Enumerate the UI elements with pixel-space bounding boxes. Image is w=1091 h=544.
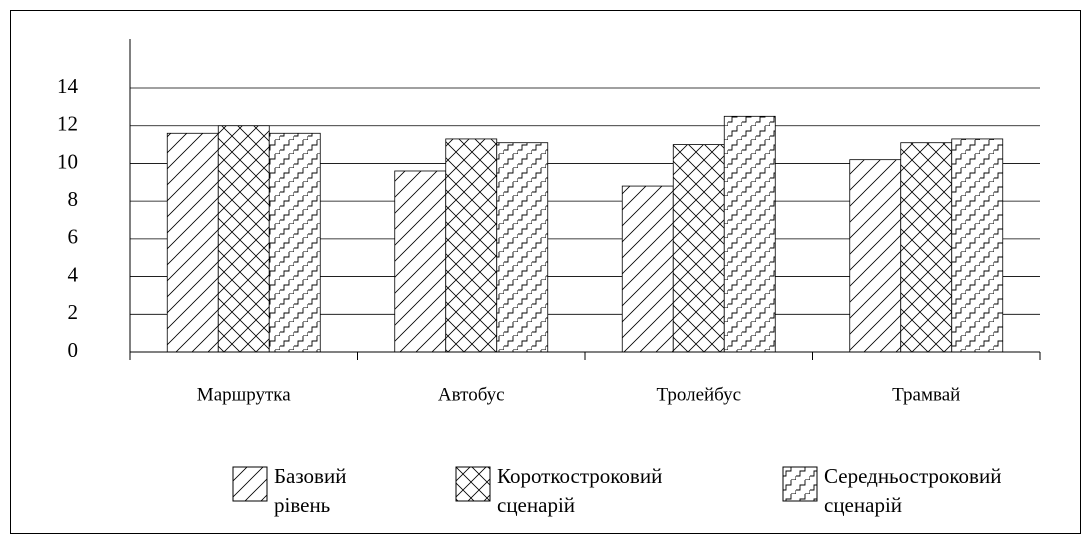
y-tick-label: 14 [57,74,79,98]
legend-swatch-box [455,466,491,502]
legend-item: Короткостроковий сценарій [455,462,729,520]
y-tick-label: 8 [68,187,79,211]
y-tick-label: 4 [68,262,79,286]
legend-swatch-box [232,466,268,502]
y-tick-label: 0 [68,338,79,362]
legend-swatch [232,466,268,502]
legend-item: Базовий рівень [232,462,374,520]
legend-label: Середньостроковий сценарій [824,464,1002,517]
y-tick-label: 2 [68,300,79,324]
bar [496,142,549,353]
x-tick-label: Тролейбус [656,384,741,405]
y-tick-label: 12 [57,112,78,136]
bar [217,125,270,353]
legend-swatch-box [782,466,818,502]
bar [900,142,953,353]
legend-swatch [782,466,818,502]
bar [723,115,776,353]
legend-label: Базовий рівень [274,464,347,517]
bar [621,185,674,353]
bar [166,132,219,353]
y-tick-label: 10 [57,149,78,173]
x-tick-label: Маршрутка [197,384,291,405]
legend-swatch [455,466,491,502]
bar [445,138,498,353]
bar [268,132,321,353]
x-tick-label: Трамвай [892,384,960,405]
bar [394,170,447,353]
y-tick-label: 6 [68,225,79,249]
legend-label: Короткостроковий сценарій [497,464,663,517]
legend-item: Середньостроковий сценарій [782,462,1074,520]
bar [849,159,902,353]
bar [672,144,725,353]
frame [10,10,1081,534]
x-tick-label: Автобус [438,384,505,405]
bar [951,138,1004,353]
